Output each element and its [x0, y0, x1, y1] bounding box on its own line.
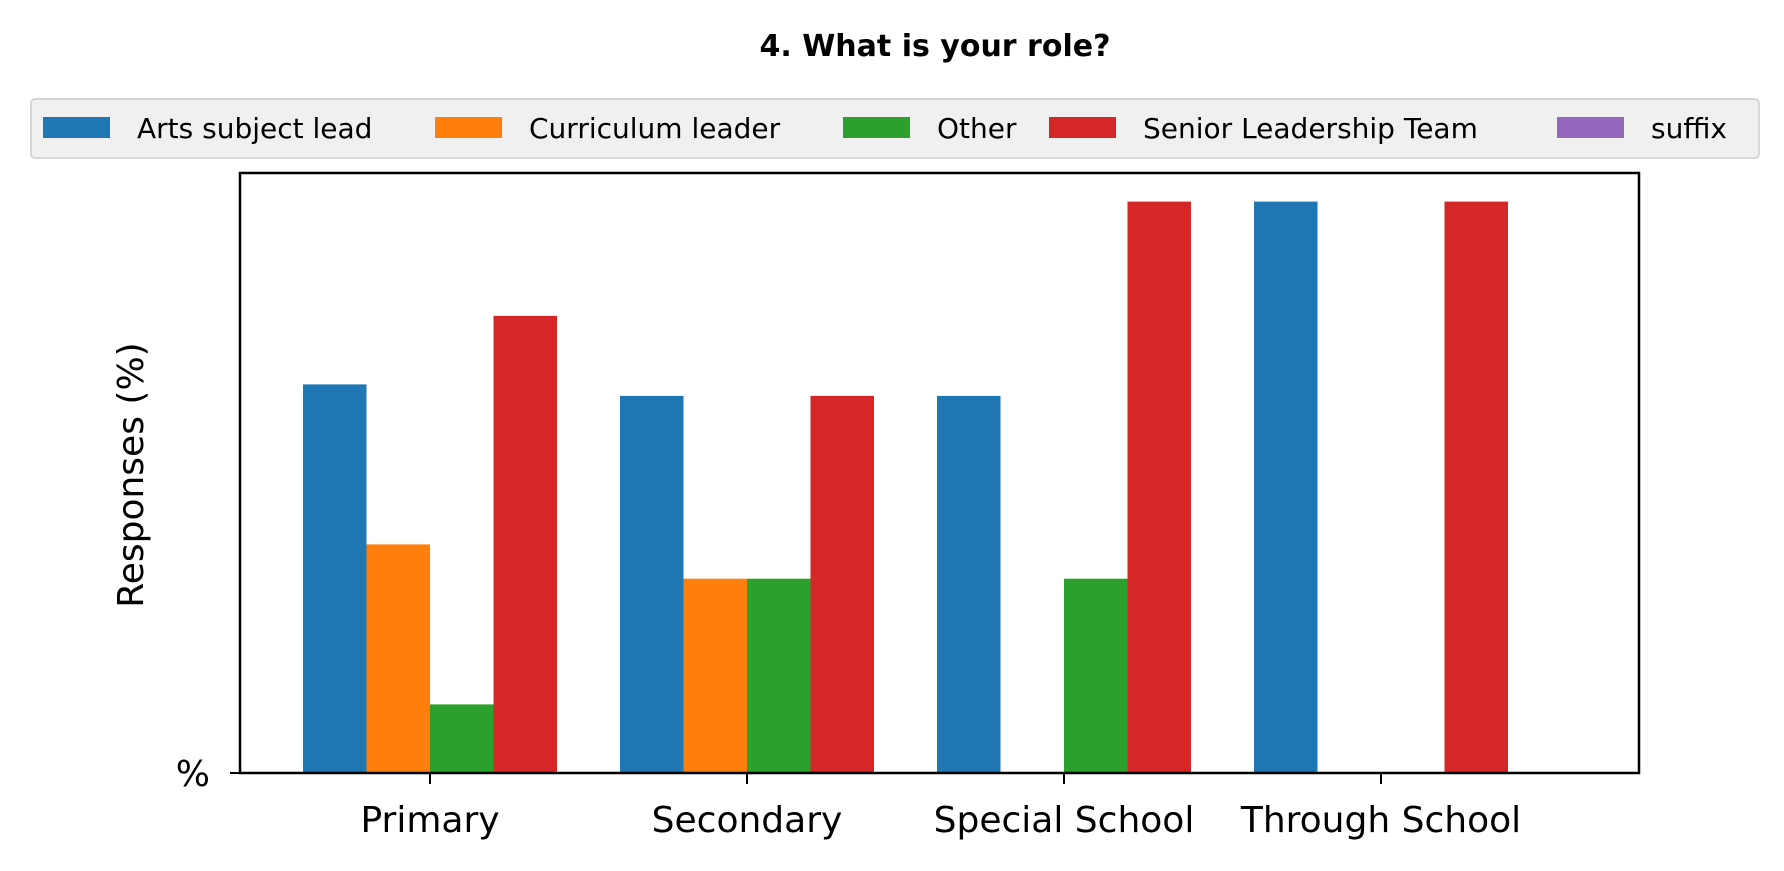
- bar-primary-arts-subject-lead: [303, 384, 367, 773]
- x-tick-label: Primary: [360, 800, 499, 841]
- legend: Arts subject lead Curriculum leader Other S…: [30, 98, 1760, 159]
- bar-secondary-other: [747, 578, 811, 773]
- x-ticks: Primary Secondary Special School Through Sc…: [360, 773, 1521, 841]
- bar-secondary-senior-leadership-team: [810, 395, 874, 773]
- bars: [303, 201, 1508, 774]
- bar-primary-other: [430, 704, 494, 773]
- legend-label: Other: [937, 112, 1017, 145]
- bar-secondary-curriculum-leader: [683, 578, 747, 773]
- legend-label: suffix: [1651, 112, 1727, 145]
- legend-swatch-arts-subject-lead: [43, 117, 110, 138]
- x-tick-label: Secondary: [652, 800, 843, 841]
- legend-swatch-senior-leadership-team: [1049, 117, 1116, 138]
- x-tick-label: Special School: [934, 800, 1195, 841]
- legend-label: Arts subject lead: [137, 112, 372, 145]
- legend-label: Curriculum leader: [529, 112, 781, 145]
- chart-title: 4. What is your role?: [760, 29, 1111, 64]
- bar-special-school-senior-leadership-team: [1127, 201, 1191, 774]
- x-tick-label: Through School: [1240, 800, 1521, 841]
- bar-through-school-arts-subject-lead: [1254, 201, 1318, 774]
- y-tick-label: %: [176, 754, 210, 795]
- legend-swatch-other: [843, 117, 910, 138]
- bar-special-school-other: [1064, 578, 1128, 773]
- bar-primary-senior-leadership-team: [493, 315, 557, 773]
- y-axis-label: Responses (%): [111, 342, 152, 607]
- legend-swatch-suffix: [1557, 117, 1624, 138]
- legend-label: Senior Leadership Team: [1143, 112, 1478, 145]
- plot-frame: [238, 171, 1641, 775]
- bar-through-school-senior-leadership-team: [1444, 201, 1508, 774]
- bar-special-school-arts-subject-lead: [937, 395, 1001, 773]
- bar-secondary-arts-subject-lead: [620, 395, 684, 773]
- legend-swatch-curriculum-leader: [435, 117, 502, 138]
- bar-primary-curriculum-leader: [366, 544, 430, 773]
